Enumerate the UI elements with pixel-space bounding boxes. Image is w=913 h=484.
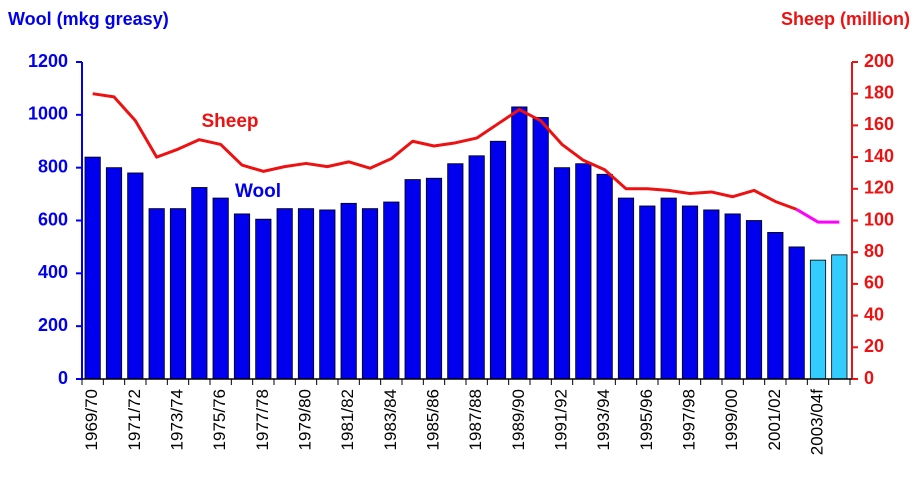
y2-tick-label: 100 <box>864 209 894 229</box>
y2-axis-title: Sheep (million) <box>781 9 910 29</box>
x-tick-label: 1981/82 <box>338 389 357 450</box>
x-tick-label: 1985/86 <box>423 389 442 450</box>
series-label: Wool <box>235 181 281 202</box>
y2-tick-label: 160 <box>864 114 894 134</box>
line <box>92 92 798 211</box>
bar <box>383 201 400 380</box>
bar <box>575 163 592 380</box>
bar <box>255 218 272 380</box>
y-tick-label: 1200 <box>28 51 68 71</box>
x-tick-label: 1973/74 <box>167 389 186 450</box>
y-tick-label: 600 <box>38 209 68 229</box>
x-tick-label: 2003/04f <box>807 389 826 455</box>
y2-tick-label: 60 <box>864 273 884 293</box>
y2-tick-label: 40 <box>864 304 884 324</box>
bar <box>169 208 187 380</box>
y-tick-label: 1000 <box>28 104 68 124</box>
bar <box>127 172 144 380</box>
bar <box>809 259 827 380</box>
bar <box>596 173 613 380</box>
x-tick-label: 1983/84 <box>381 389 400 450</box>
bar <box>724 213 741 380</box>
y2-tick-label: 120 <box>864 178 894 198</box>
bar <box>191 187 208 380</box>
bar <box>489 140 507 380</box>
bar <box>361 208 379 380</box>
y-tick-label: 800 <box>38 156 68 176</box>
bar <box>745 220 763 380</box>
x-tick-label: 1987/88 <box>466 389 485 450</box>
x-tick-label: 1979/80 <box>295 389 314 450</box>
x-tick-label: 1969/70 <box>82 389 101 450</box>
bar <box>532 117 549 380</box>
bar <box>831 254 848 380</box>
y2-tick-label: 20 <box>864 336 884 356</box>
x-tick-label: 1995/96 <box>637 389 656 450</box>
bar <box>276 208 293 380</box>
bar <box>340 202 357 380</box>
bar <box>511 106 528 380</box>
bar <box>703 209 720 380</box>
y2-tick-label: 80 <box>864 241 884 261</box>
x-tick-label: 1977/78 <box>253 389 272 450</box>
bar <box>447 163 464 380</box>
x-tick-label: 1989/90 <box>509 389 528 450</box>
bar <box>297 208 315 380</box>
series-label: Sheep <box>201 111 258 132</box>
y-tick-label: 200 <box>38 315 68 335</box>
bar <box>105 167 123 380</box>
x-tick-label: 1971/72 <box>125 389 144 450</box>
bar <box>404 179 421 380</box>
bar <box>425 177 443 380</box>
x-tick-label: 1999/00 <box>722 389 741 450</box>
y-tick-label: 0 <box>58 368 68 388</box>
bar <box>553 167 571 380</box>
bar <box>788 246 805 380</box>
y2-tick-label: 140 <box>864 146 894 166</box>
line <box>795 208 840 224</box>
bar <box>233 213 251 380</box>
y-tick-label: 400 <box>38 262 68 282</box>
bar <box>84 156 101 380</box>
bar <box>681 205 699 380</box>
bar <box>468 155 485 380</box>
x-tick-label: 1991/92 <box>551 389 570 450</box>
x-tick-label: 2001/02 <box>765 389 784 450</box>
bar <box>148 208 165 380</box>
y2-tick-label: 180 <box>864 82 894 102</box>
bar <box>660 197 677 380</box>
y-axis-title: Wool (mkg greasy) <box>8 9 169 29</box>
bar <box>212 197 229 380</box>
bar <box>767 231 784 380</box>
bar <box>617 197 635 380</box>
y2-tick-label: 200 <box>864 51 894 71</box>
bar <box>639 205 656 380</box>
y2-tick-label: 0 <box>864 368 874 388</box>
x-tick-label: 1993/94 <box>594 389 613 450</box>
x-tick-label: 1997/98 <box>679 389 698 450</box>
x-tick-label: 1975/76 <box>210 389 229 450</box>
bar <box>319 209 336 380</box>
